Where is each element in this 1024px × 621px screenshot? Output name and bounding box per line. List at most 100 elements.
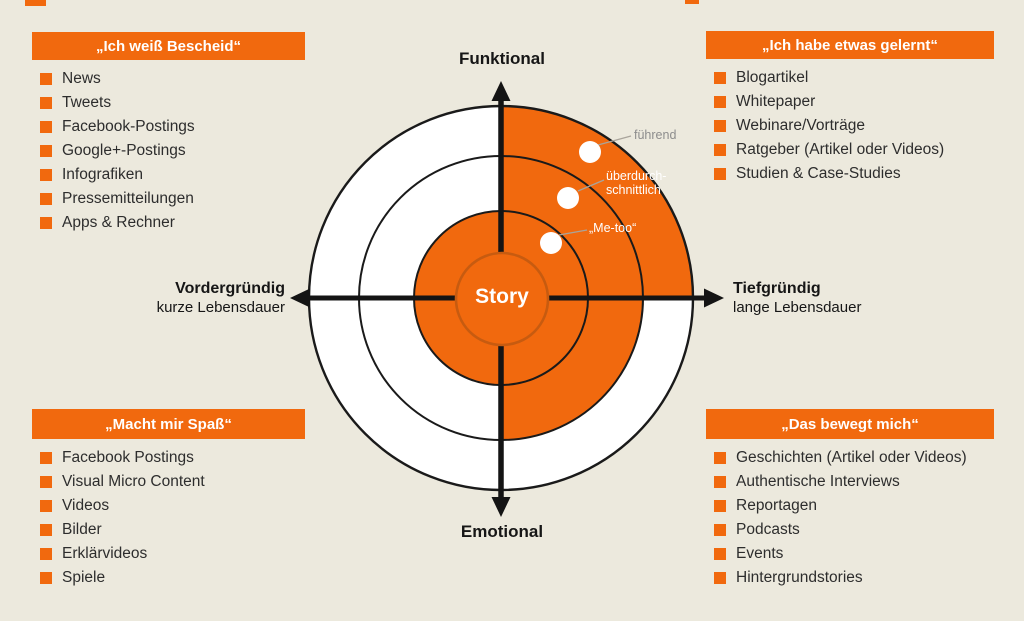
square-bullet-icon	[714, 548, 726, 560]
square-bullet-icon	[40, 476, 52, 488]
list-item-label: Podcasts	[736, 521, 800, 538]
list-item-label: Infografiken	[62, 166, 143, 183]
list-item: Spiele	[40, 566, 305, 590]
square-bullet-icon	[714, 144, 726, 156]
list-item-label: Webinare/Vorträge	[736, 117, 865, 134]
square-bullet-icon	[714, 96, 726, 108]
leader-line-me-too	[558, 229, 588, 236]
list-item-label: Facebook Postings	[62, 449, 194, 466]
square-bullet-icon	[714, 500, 726, 512]
top-edge-orange-dash	[685, 0, 699, 4]
annotation-above-average: überdurch- schnittlich	[606, 169, 666, 197]
panel-item-list: News Tweets Facebook-Postings Google+-Posti…	[32, 67, 305, 235]
square-bullet-icon	[40, 121, 52, 133]
panel-item-list: Facebook Postings Visual Micro Content Vid…	[32, 446, 305, 590]
list-item: Facebook-Postings	[40, 115, 305, 139]
square-bullet-icon	[714, 120, 726, 132]
axis-sub-label: lange Lebensdauer	[733, 299, 862, 316]
leader-line-above-average	[577, 179, 605, 192]
list-item-label: Ratgeber (Artikel oder Videos)	[736, 141, 945, 158]
list-item-label: Google+-Postings	[62, 142, 186, 159]
bottom-arrowhead-icon	[491, 497, 511, 517]
list-item: Reportagen	[714, 494, 994, 518]
square-bullet-icon	[40, 524, 52, 536]
axis-sub-label: kurze Lebensdauer	[156, 299, 285, 316]
list-item: Authentische Interviews	[714, 470, 994, 494]
list-item-label: Events	[736, 545, 784, 562]
list-item-label: Tweets	[62, 94, 112, 111]
leader-line-leading	[597, 135, 632, 146]
square-bullet-icon	[40, 548, 52, 560]
panel-title: „Ich habe etwas gelernt“	[706, 31, 994, 59]
square-bullet-icon	[40, 452, 52, 464]
square-bullet-icon	[714, 72, 726, 84]
panel-item-list: Blogartikel Whitepaper Webinare/Vorträge Ra…	[706, 66, 994, 186]
list-item: Google+-Postings	[40, 139, 305, 163]
list-item: Whitepaper	[714, 90, 994, 114]
square-bullet-icon	[40, 169, 52, 181]
dot-above-average	[557, 187, 579, 209]
panel-ich-weiss-bescheid: „Ich weiß Bescheid“ News Tweets Facebook-P…	[32, 32, 305, 235]
axis-main-label: Vordergründig	[175, 280, 285, 297]
annotation-me-too: „Me-too“	[589, 221, 637, 235]
axis-label-funktional: Funktional	[459, 49, 545, 68]
list-item-label: Authentische Interviews	[736, 473, 900, 490]
annotation-leading: führend	[634, 128, 677, 142]
list-item-label: Erklärvideos	[62, 545, 148, 562]
panel-macht-mir-spass: „Macht mir Spaß“ Facebook Postings Visual…	[32, 409, 305, 590]
list-item: Videos	[40, 494, 305, 518]
list-item: Facebook Postings	[40, 446, 305, 470]
list-item: Podcasts	[714, 518, 994, 542]
panel-das-bewegt-mich: „Das bewegt mich“ Geschichten (Artikel o…	[706, 409, 994, 590]
list-item-label: Spiele	[62, 569, 106, 586]
square-bullet-icon	[40, 217, 52, 229]
story-label: Story	[475, 285, 529, 308]
list-item: Erklärvideos	[40, 542, 305, 566]
dot-me-too	[540, 232, 562, 254]
list-item: Pressemitteilungen	[40, 187, 305, 211]
left-arrowhead-icon	[290, 288, 310, 308]
story-center-circle	[454, 251, 550, 347]
square-bullet-icon	[714, 168, 726, 180]
square-bullet-icon	[714, 572, 726, 584]
axis-main-label: Tiefgründig	[733, 280, 821, 297]
square-bullet-icon	[40, 97, 52, 109]
top-arrowhead-icon	[491, 81, 511, 101]
axis-label-vordergruendig: Vordergründig kurze Lebensdauer	[45, 279, 285, 317]
square-bullet-icon	[40, 500, 52, 512]
list-item: Bilder	[40, 518, 305, 542]
square-bullet-icon	[40, 145, 52, 157]
list-item: Tweets	[40, 91, 305, 115]
square-bullet-icon	[40, 572, 52, 584]
list-item-label: Geschichten (Artikel oder Videos)	[736, 449, 967, 466]
panel-title: „Ich weiß Bescheid“	[32, 32, 305, 60]
list-item-label: News	[62, 70, 101, 87]
panel-title: „Macht mir Spaß“	[32, 409, 305, 439]
list-item-label: Pressemitteilungen	[62, 190, 194, 207]
list-item: News	[40, 67, 305, 91]
list-item-label: Videos	[62, 497, 110, 514]
list-item: Webinare/Vorträge	[714, 114, 994, 138]
square-bullet-icon	[40, 193, 52, 205]
list-item-label: Whitepaper	[736, 93, 816, 110]
list-item: Hintergrundstories	[714, 566, 994, 590]
square-bullet-icon	[714, 452, 726, 464]
annotation-line2: schnittlich	[606, 183, 661, 197]
dot-leading	[579, 141, 601, 163]
list-item: Studien & Case-Studies	[714, 162, 994, 186]
square-bullet-icon	[714, 476, 726, 488]
list-item-label: Blogartikel	[736, 69, 809, 86]
list-item: Geschichten (Artikel oder Videos)	[714, 446, 994, 470]
annotation-line1: überdurch-	[606, 169, 667, 183]
panel-item-list: Geschichten (Artikel oder Videos) Authent…	[706, 446, 994, 590]
list-item: Infografiken	[40, 163, 305, 187]
list-item-label: Bilder	[62, 521, 102, 538]
square-bullet-icon	[714, 524, 726, 536]
axis-label-tiefgruendig: Tiefgründig lange Lebensdauer	[733, 279, 973, 317]
square-bullet-icon	[40, 73, 52, 85]
list-item: Ratgeber (Artikel oder Videos)	[714, 138, 994, 162]
list-item: Apps & Rechner	[40, 211, 305, 235]
right-arrowhead-icon	[704, 288, 724, 308]
axis-label-emotional: Emotional	[460, 522, 544, 541]
